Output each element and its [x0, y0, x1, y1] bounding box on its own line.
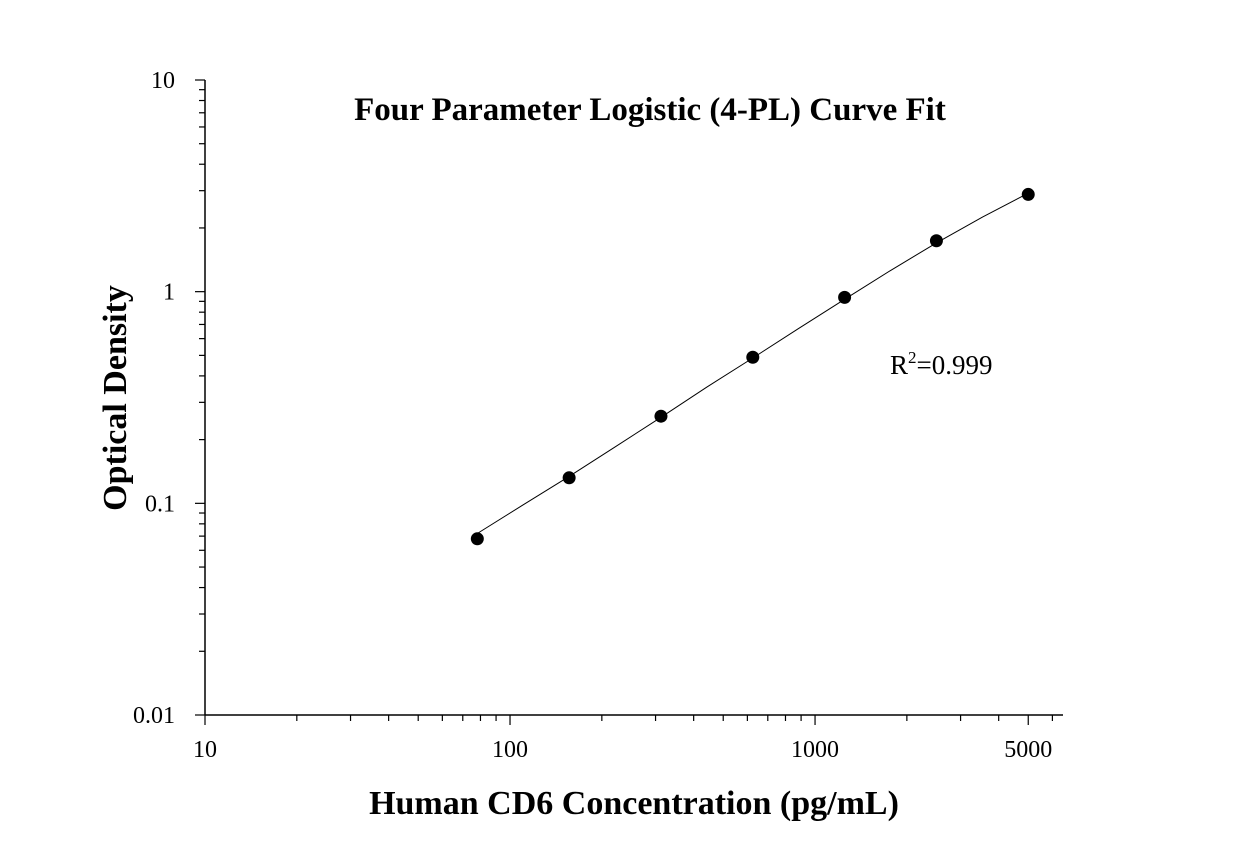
data-point [654, 409, 668, 423]
r-squared-exponent: 2 [908, 348, 917, 367]
r-squared-value: =0.999 [917, 350, 993, 380]
axis-ticks [195, 79, 1053, 725]
x-tick-label: 10 [193, 737, 217, 763]
x-tick-label: 100 [492, 737, 528, 763]
y-tick-label: 1 [163, 280, 175, 306]
y-tick-label: 10 [151, 68, 175, 94]
data-point [838, 290, 852, 304]
data-point [562, 471, 576, 485]
tick-labels: 10 100 1000 5000 0.01 0.1 1 10 [133, 68, 1052, 763]
y-tick-label: 0.01 [133, 703, 175, 729]
data-point [470, 532, 484, 546]
r-squared-base: R [890, 350, 908, 380]
r-squared-annotation: R2=0.999 [890, 348, 993, 380]
data-point [746, 350, 760, 364]
data-point [1021, 187, 1035, 201]
data-points [470, 187, 1035, 546]
y-tick-label: 0.1 [145, 491, 175, 517]
chart-title: Four Parameter Logistic (4-PL) Curve Fit [354, 92, 946, 128]
data-point [929, 234, 943, 248]
x-tick-label: 1000 [791, 737, 839, 763]
x-axis-title: Human CD6 Concentration (pg/mL) [369, 785, 899, 822]
y-axis-title: Optical Density [97, 285, 134, 511]
x-tick-label: 5000 [1004, 737, 1052, 763]
